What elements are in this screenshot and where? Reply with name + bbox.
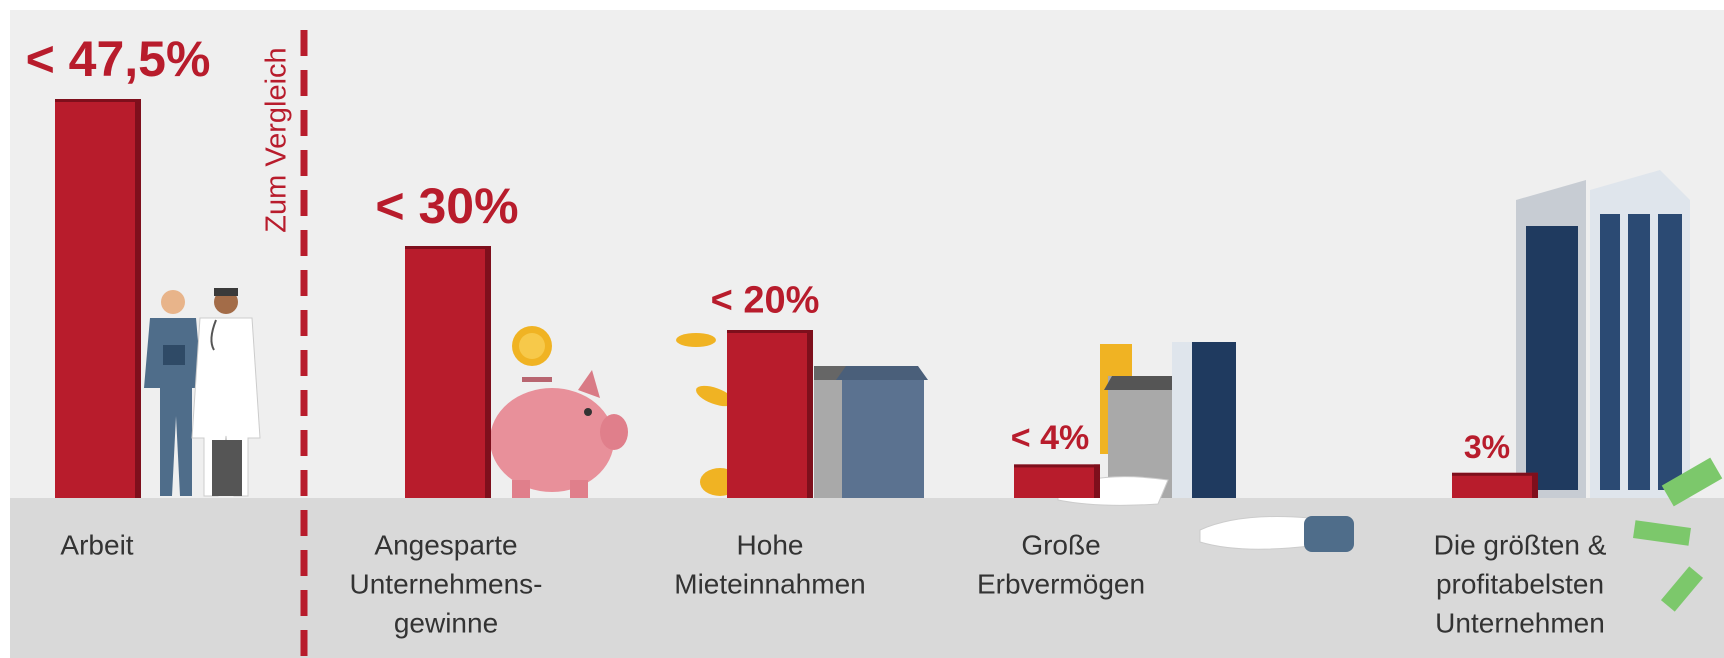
bar-top (1014, 464, 1100, 468)
value-label: < 20% (711, 280, 820, 322)
bar (1452, 472, 1538, 498)
bar-side (807, 330, 813, 498)
inheritance-illustration (1057, 342, 1354, 552)
category-label: Arbeit (60, 529, 133, 560)
piggy-bank-illustration (490, 326, 628, 498)
ground-background (10, 498, 1724, 658)
category-label: Mieteinnahmen (674, 568, 865, 599)
bar-top (405, 246, 491, 249)
bar (727, 330, 813, 498)
rent-illustration (676, 333, 928, 498)
annotation: Zum Vergleich (261, 47, 293, 232)
value-label: < 47,5% (26, 31, 211, 87)
bar-side (485, 246, 491, 498)
company-illustration (1516, 170, 1723, 612)
category-label: profitabelsten (1436, 568, 1604, 599)
category-label: Erbvermögen (977, 568, 1145, 599)
people-illustration (144, 288, 261, 497)
bar-top (1452, 472, 1538, 476)
category-label: Die größten & (1434, 529, 1607, 560)
bar-top (55, 99, 141, 102)
bar-side (1532, 472, 1538, 498)
value-label: < 4% (1011, 419, 1089, 457)
category-label: Große (1021, 529, 1100, 560)
bar-side (135, 99, 141, 498)
bar (55, 99, 141, 498)
bar (1014, 464, 1100, 498)
category-label: Unternehmens- (350, 568, 543, 599)
bar (405, 246, 491, 498)
value-label: 3% (1464, 429, 1510, 465)
value-label: < 30% (375, 178, 518, 234)
bar-side (1094, 464, 1100, 498)
category-label: Unternehmen (1435, 607, 1605, 638)
category-label: Angesparte (374, 529, 517, 560)
category-label: gewinne (394, 607, 498, 638)
bar-top (727, 330, 813, 333)
category-label: Hohe (737, 529, 804, 560)
